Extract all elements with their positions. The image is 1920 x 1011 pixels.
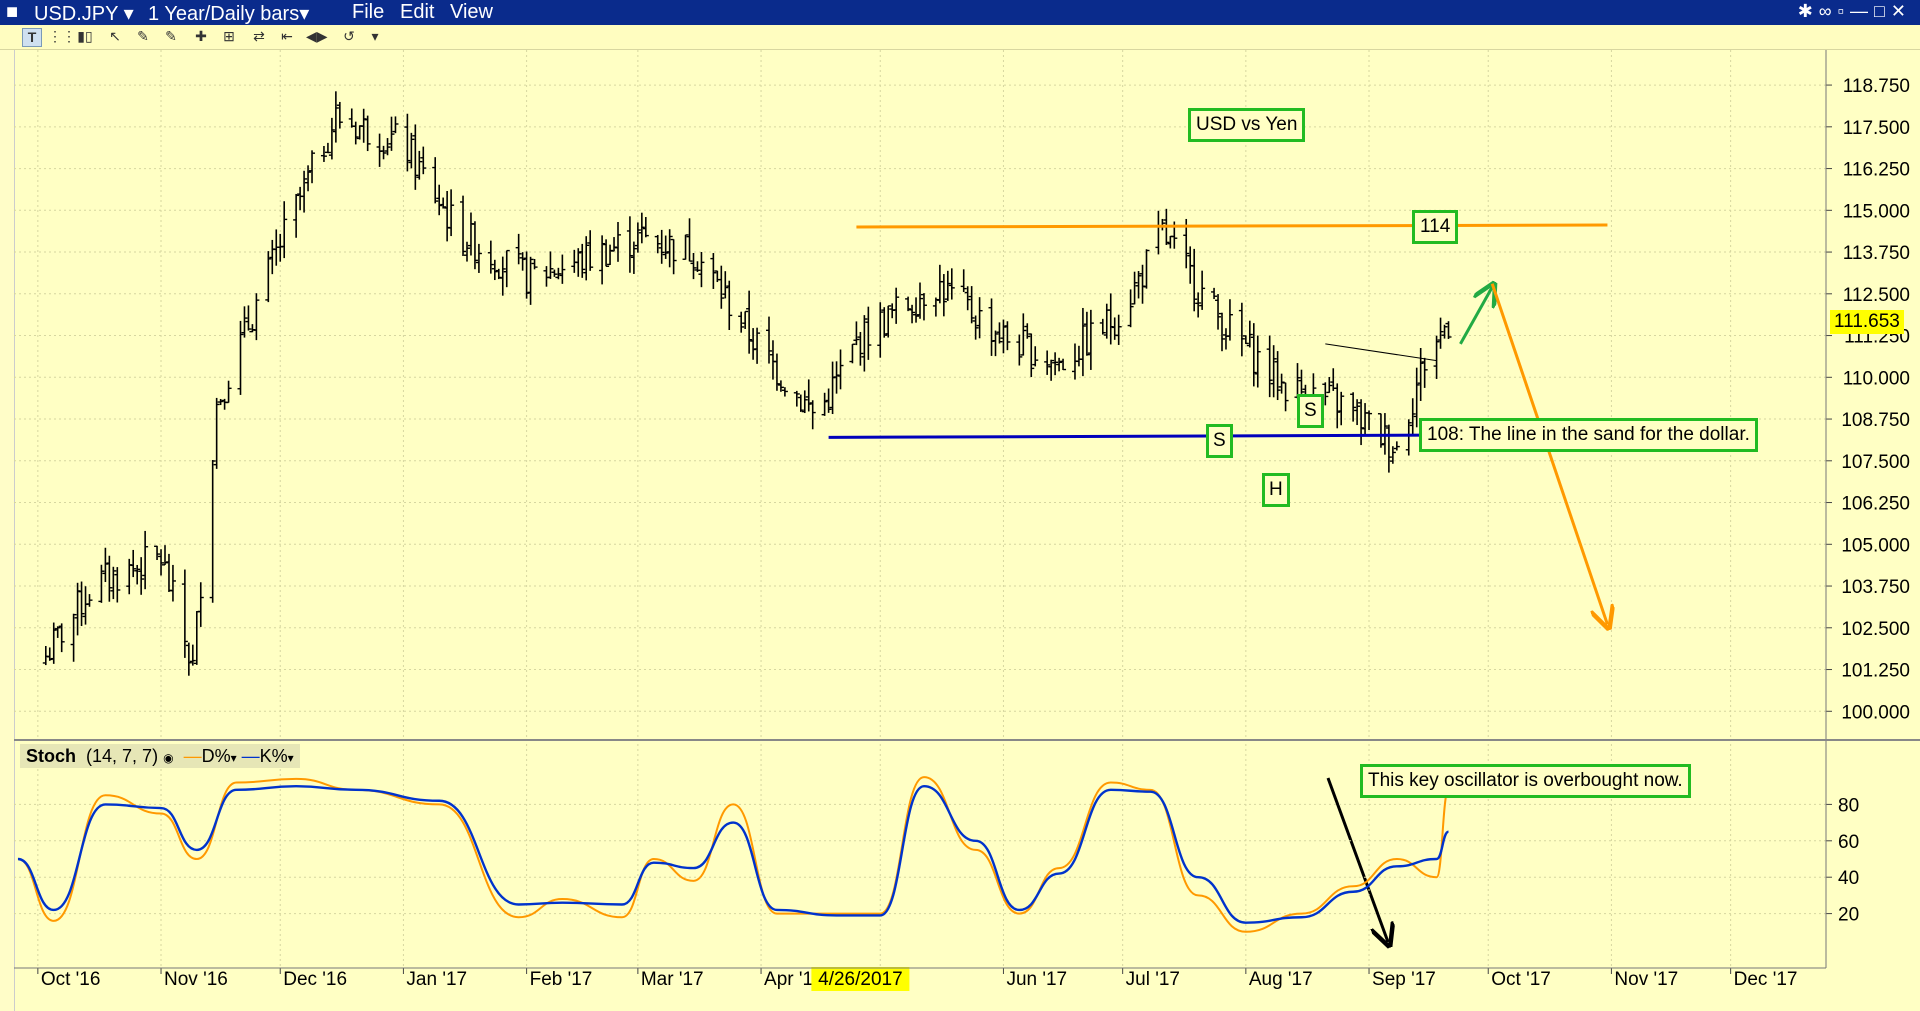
- stoch-params: (14, 7, 7): [86, 746, 159, 766]
- measure-icon[interactable]: ✎: [165, 28, 177, 44]
- price-tick-label: 101.250: [1841, 661, 1910, 682]
- price-tick-label: 115.000: [1843, 201, 1910, 222]
- symbol-label: USD.JPY: [34, 3, 119, 25]
- neckline: [1325, 343, 1437, 362]
- d-label: D%: [201, 746, 231, 766]
- settings-icon[interactable]: ↺: [343, 28, 355, 44]
- scroll-icon[interactable]: ◀▶: [306, 28, 328, 44]
- zoom-icon[interactable]: ⊞: [223, 28, 235, 44]
- bullish-projection-arrow: [1459, 287, 1492, 345]
- head-label: H: [1262, 473, 1290, 507]
- stoch-tick-label: 60: [1838, 832, 1859, 853]
- last-price-tag: 111.653: [1830, 310, 1904, 334]
- maximize-icon[interactable]: □: [1874, 1, 1891, 21]
- candles-icon[interactable]: ▮▯: [77, 28, 93, 44]
- month-label: Jan '17: [406, 969, 467, 990]
- price-tick-label: 110.000: [1843, 368, 1910, 389]
- arrow-down-icon[interactable]: ▾: [371, 28, 379, 44]
- scale-icon[interactable]: ⇤: [281, 28, 293, 44]
- month-label: Dec '17: [1734, 969, 1798, 990]
- right-shoulder-label: S: [1297, 394, 1324, 428]
- d-line-swatch: —: [183, 746, 202, 766]
- price-tick-label: 103.750: [1841, 577, 1910, 598]
- resistance-line: [856, 223, 1608, 229]
- oscillator-down-arrow: [1326, 777, 1388, 942]
- price-tick-label: 116.250: [1843, 160, 1910, 181]
- symbol-selector[interactable]: USD.JPY ▾: [34, 3, 134, 25]
- pin-icon[interactable]: ▫: [1837, 1, 1851, 21]
- bearish-projection-arrow: [1490, 283, 1607, 625]
- price-grid: [14, 50, 1826, 738]
- app-logo-icon: ■: [6, 1, 19, 23]
- month-label: Oct '16: [41, 969, 101, 990]
- price-tick-label: 108.750: [1841, 410, 1910, 431]
- price-tick-label: 106.250: [1841, 494, 1910, 515]
- price-tick-label: 113.750: [1843, 243, 1910, 264]
- left-shoulder-label: S: [1206, 424, 1233, 458]
- month-label: Jul '17: [1126, 969, 1180, 990]
- draw-icon[interactable]: ✎: [137, 28, 149, 44]
- month-label: Nov '17: [1614, 969, 1678, 990]
- price-tick-label: 105.000: [1841, 535, 1910, 556]
- month-label: Dec '16: [283, 969, 347, 990]
- toolbar: T ⋮⋮ ▮▯ ↖ ✎ ✎ ✚ ⊞ ⇄ ⇤ ◀▶ ↺ ▾: [0, 25, 1920, 50]
- oscillator-note-box: This key oscillator is overbought now.: [1360, 764, 1691, 798]
- cursor-icon[interactable]: ↖: [109, 28, 121, 44]
- month-label: Feb '17: [530, 969, 593, 990]
- month-label: Oct '17: [1491, 969, 1551, 990]
- menu-file[interactable]: File: [352, 1, 385, 23]
- tool-icon[interactable]: ✱: [1797, 1, 1819, 21]
- price-tick-label: 107.500: [1841, 452, 1910, 473]
- highlight-date-label: 4/26/2017: [818, 969, 903, 990]
- d-settings-icon[interactable]: ▾: [230, 751, 237, 765]
- price-tick-label: 102.500: [1841, 619, 1910, 640]
- chart-title-box: USD vs Yen: [1188, 108, 1306, 142]
- month-label: Mar '17: [641, 969, 704, 990]
- stoch-series-d: [17, 776, 1450, 933]
- stoch-tick-label: 20: [1838, 905, 1859, 926]
- support-label-box: 108: The line in the sand for the dollar…: [1419, 418, 1758, 452]
- price-bars: [42, 91, 1452, 676]
- stoch-legend[interactable]: Stoch (14, 7, 7) ◉ —D%▾ —K%▾: [20, 744, 300, 768]
- left-scroll-strip[interactable]: [0, 50, 15, 1011]
- period-selector[interactable]: 1 Year/Daily bars▾: [148, 3, 310, 25]
- title-bar: ■ USD.JPY ▾ 1 Year/Daily bars▾ File Edit…: [0, 0, 1920, 25]
- menu-view[interactable]: View: [450, 1, 493, 23]
- price-tick-label: 118.750: [1843, 76, 1910, 97]
- close-icon[interactable]: ✕: [1890, 1, 1912, 21]
- k-line-swatch: —: [241, 746, 260, 766]
- stoch-grid: [14, 744, 1826, 968]
- k-label: K%: [259, 746, 288, 766]
- pan-icon[interactable]: ⇄: [253, 28, 265, 44]
- price-tick-label: 117.500: [1843, 118, 1910, 139]
- month-label: Jun '17: [1006, 969, 1067, 990]
- stoch-series-k: [17, 784, 1450, 924]
- text-tool-icon[interactable]: T: [22, 28, 42, 47]
- menu-edit[interactable]: Edit: [400, 1, 435, 23]
- stoch-name: Stoch: [26, 746, 77, 766]
- stoch-settings-icon[interactable]: ◉: [163, 751, 174, 765]
- stoch-axis: 20 40 60 80: [1826, 795, 1859, 926]
- stoch-tick-label: 40: [1838, 868, 1859, 889]
- time-axis: Oct '16 Nov '16 Dec '16 Jan '17 Feb '17 Mar '…: [37, 967, 1798, 991]
- minimize-icon[interactable]: —: [1850, 1, 1875, 21]
- month-label: Aug '17: [1249, 969, 1313, 990]
- stoch-tick-label: 80: [1838, 795, 1859, 816]
- month-label: Apr '17: [764, 969, 824, 990]
- price-axis: 100.000 101.250 102.500 103.750 105.000 106.2…: [1826, 76, 1910, 723]
- level-lines: [828, 223, 1608, 942]
- month-label: Nov '16: [164, 969, 228, 990]
- month-label: Sep '17: [1372, 969, 1436, 990]
- k-settings-icon[interactable]: ▾: [287, 751, 294, 765]
- stoch-lines: [17, 776, 1450, 933]
- highlight-date-bg: [811, 967, 910, 991]
- crosshair-icon[interactable]: ✚: [195, 28, 207, 44]
- price-tick-label: 112.500: [1843, 285, 1910, 306]
- price-tick-label: 100.000: [1841, 702, 1910, 723]
- resistance-label-box: 114: [1412, 210, 1459, 244]
- period-label: 1 Year/Daily bars: [148, 3, 300, 25]
- link-icon[interactable]: ∞: [1818, 1, 1838, 21]
